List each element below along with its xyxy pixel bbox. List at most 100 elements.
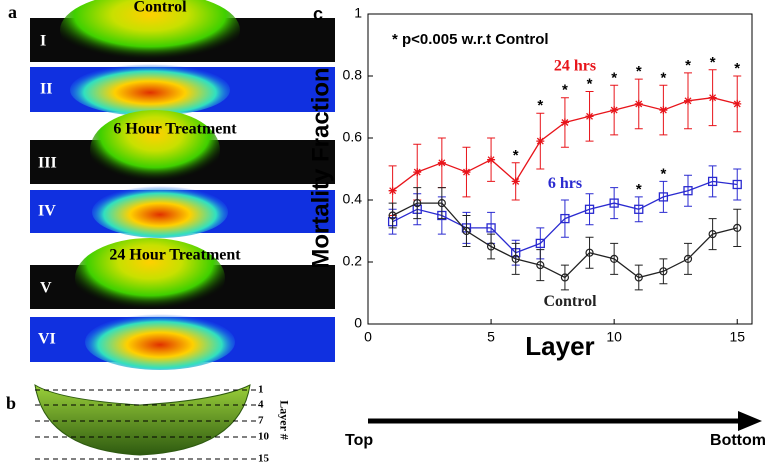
marker bbox=[683, 186, 693, 196]
strip-label: I bbox=[40, 33, 46, 50]
error-bar bbox=[610, 242, 619, 275]
heatmap-blob bbox=[75, 238, 225, 318]
panel-label: a bbox=[8, 2, 17, 22]
bowl bbox=[34, 384, 251, 456]
series-label: 6 hrs bbox=[548, 175, 582, 192]
marker bbox=[560, 273, 570, 282]
marker bbox=[413, 199, 422, 208]
marker bbox=[486, 223, 496, 233]
marker bbox=[536, 137, 545, 146]
heatmap-blob bbox=[70, 64, 230, 116]
panel-label: b bbox=[6, 393, 16, 413]
marker bbox=[708, 230, 717, 239]
strip-label: V bbox=[40, 280, 52, 297]
strip-title: Control bbox=[133, 0, 187, 16]
heatmap-blob bbox=[85, 314, 235, 370]
marker bbox=[388, 186, 397, 195]
marker bbox=[707, 176, 718, 187]
error-bar bbox=[733, 208, 742, 247]
layer-label: 10 bbox=[258, 431, 270, 443]
error-bar bbox=[487, 233, 496, 260]
significance-label: * bbox=[587, 75, 593, 92]
axis-label: Layer # bbox=[277, 400, 291, 439]
significance-label: * bbox=[562, 82, 568, 99]
error-bar bbox=[733, 168, 742, 201]
note: * p<0.005 w.r.t Control bbox=[392, 31, 549, 48]
error-bar bbox=[560, 199, 569, 238]
marker bbox=[659, 106, 668, 115]
arrow-start: Top bbox=[345, 432, 373, 449]
y-tick-label: 0.2 bbox=[343, 253, 363, 269]
layer-label: 1 bbox=[258, 384, 264, 396]
error-bar bbox=[388, 202, 397, 229]
marker bbox=[733, 99, 742, 108]
arrow-head bbox=[738, 411, 762, 431]
y-tick-label: 0.6 bbox=[343, 129, 363, 145]
significance-label: * bbox=[611, 69, 617, 86]
layer-label: 7 bbox=[258, 415, 264, 427]
x-axis-label: Layer bbox=[525, 331, 594, 361]
heatmap-blob bbox=[60, 0, 240, 68]
marker bbox=[536, 261, 545, 270]
error-bar bbox=[462, 215, 471, 247]
series-label: Control bbox=[543, 293, 597, 310]
heatmap-blob bbox=[92, 186, 228, 238]
marker bbox=[388, 211, 397, 220]
marker bbox=[610, 254, 619, 263]
error-bar bbox=[560, 264, 569, 291]
marker bbox=[535, 238, 545, 249]
error-bar bbox=[437, 187, 446, 220]
layer-label: 15 bbox=[258, 453, 270, 465]
marker bbox=[585, 248, 594, 257]
marker bbox=[732, 179, 742, 190]
marker bbox=[733, 223, 742, 232]
y-axis-label: Mortality Fraction bbox=[307, 67, 334, 268]
strip-label: III bbox=[38, 155, 57, 172]
error-bar bbox=[585, 193, 594, 226]
significance-label: * bbox=[660, 165, 666, 182]
x-tick-label: 0 bbox=[364, 329, 372, 345]
strip-label: II bbox=[40, 81, 52, 98]
error-bar bbox=[536, 249, 545, 282]
x-tick-label: 5 bbox=[487, 329, 495, 345]
error-bar bbox=[684, 242, 692, 275]
series-label: 24 hrs bbox=[554, 57, 596, 74]
marker bbox=[462, 226, 471, 236]
marker bbox=[487, 155, 496, 164]
strip-title: 6 Hour Treatment bbox=[113, 121, 237, 138]
marker bbox=[708, 93, 717, 102]
x-tick-label: 10 bbox=[606, 329, 622, 345]
arrow: Top Bottom bbox=[345, 411, 766, 449]
layer-label: 4 bbox=[258, 399, 264, 411]
marker bbox=[683, 254, 693, 263]
significance-label: * bbox=[734, 60, 740, 77]
marker bbox=[560, 118, 569, 127]
y-tick-label: 0.4 bbox=[343, 191, 363, 207]
marker bbox=[437, 158, 446, 167]
error-bar bbox=[634, 196, 643, 223]
significance-label: * bbox=[710, 54, 716, 71]
marker bbox=[609, 198, 619, 208]
marker bbox=[511, 254, 520, 263]
error-bar bbox=[634, 264, 643, 291]
significance-label: * bbox=[636, 181, 642, 198]
marker bbox=[610, 106, 619, 115]
marker bbox=[585, 112, 594, 121]
heatmap-blob bbox=[90, 110, 220, 190]
significance-label: * bbox=[685, 57, 691, 74]
error-bar bbox=[511, 242, 520, 275]
marker bbox=[511, 177, 520, 186]
panel-label: c bbox=[313, 4, 323, 24]
panel-b: b Layer # 1 4 7 10 15 bbox=[6, 384, 291, 465]
marker bbox=[634, 204, 644, 214]
significance-label: * bbox=[660, 69, 666, 86]
error-bar bbox=[708, 218, 717, 251]
strip-label: VI bbox=[38, 331, 56, 348]
panel-a: a Control 6 Hour Treatment 24 Hour Treat… bbox=[8, 0, 335, 370]
marker bbox=[437, 199, 446, 208]
marker bbox=[684, 96, 692, 105]
error-bar bbox=[659, 180, 668, 213]
x-tick-label: 15 bbox=[729, 329, 745, 345]
significance-label: * bbox=[513, 147, 519, 164]
y-tick-label: 0 bbox=[354, 315, 362, 331]
